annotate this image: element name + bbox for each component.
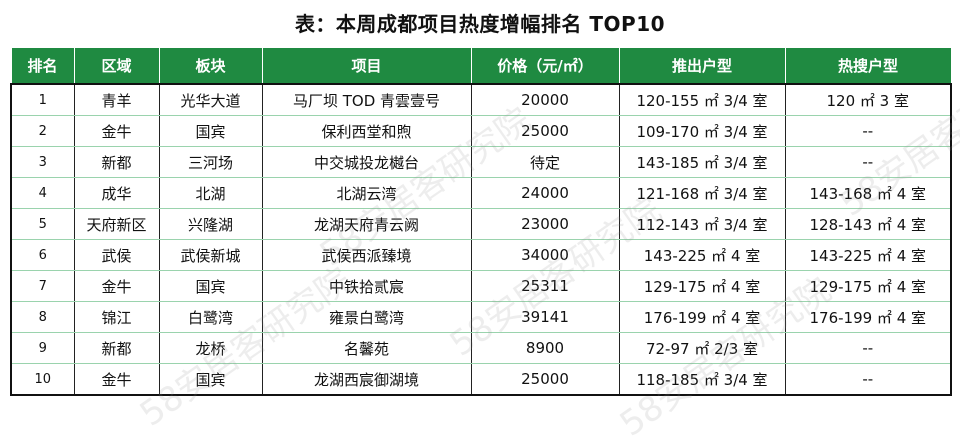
rank-cell: 5 bbox=[10, 208, 75, 240]
project-cell: 名馨苑 bbox=[261, 332, 472, 364]
table-row: 5 天府新区 兴隆湖 龙湖天府青云阙 23000 112-143 ㎡ 3/4 室 128-1… bbox=[10, 208, 952, 240]
launched-units-cell: 143-225 ㎡ 4 室 bbox=[618, 239, 786, 271]
district-cell: 武侯 bbox=[73, 239, 160, 271]
district-cell: 锦江 bbox=[73, 301, 160, 333]
table-row: 2 金牛 国宾 保利西堂和煦 25000 109-170 ㎡ 3/4 室 -- bbox=[10, 115, 952, 147]
table-row: 3 新都 三河场 中交城投龙樾台 待定 143-185 ㎡ 3/4 室 -- bbox=[10, 146, 952, 178]
rank-cell: 4 bbox=[10, 177, 75, 209]
project-cell: 龙湖西宸御湖境 bbox=[261, 363, 472, 396]
table-row: 7 金牛 国宾 中铁拾贰宸 25311 129-175 ㎡ 4 室 129-175 ㎡ 4 … bbox=[10, 270, 952, 302]
rank-cell: 1 bbox=[10, 84, 75, 116]
table-row: 10 金牛 国宾 龙湖西宸御湖境 25000 118-185 ㎡ 3/4 室 -- bbox=[10, 363, 952, 396]
price-cell: 待定 bbox=[470, 146, 620, 178]
district-cell: 新都 bbox=[73, 332, 160, 364]
table-row: 4 成华 北湖 北湖云湾 24000 121-168 ㎡ 3/4 室 143-168 ㎡ 4… bbox=[10, 177, 952, 209]
rank-cell: 6 bbox=[10, 239, 75, 271]
block-cell: 兴隆湖 bbox=[158, 208, 263, 240]
hot-search-units-cell: -- bbox=[784, 146, 952, 178]
hot-search-units-cell: 129-175 ㎡ 4 室 bbox=[784, 270, 952, 302]
launched-units-cell: 120-155 ㎡ 3/4 室 bbox=[618, 84, 786, 116]
price-cell: 39141 bbox=[470, 301, 620, 333]
price-cell: 25000 bbox=[470, 115, 620, 147]
table-row: 9 新都 龙桥 名馨苑 8900 72-97 ㎡ 2/3 室 -- bbox=[10, 332, 952, 364]
district-cell: 金牛 bbox=[73, 363, 160, 396]
price-cell: 8900 bbox=[470, 332, 620, 364]
block-cell: 武侯新城 bbox=[158, 239, 263, 271]
project-cell: 北湖云湾 bbox=[261, 177, 472, 209]
price-cell: 20000 bbox=[470, 84, 620, 116]
rank-cell: 8 bbox=[10, 301, 75, 333]
rank-cell: 3 bbox=[10, 146, 75, 178]
district-cell: 天府新区 bbox=[73, 208, 160, 240]
block-cell: 北湖 bbox=[158, 177, 263, 209]
block-cell: 国宾 bbox=[158, 363, 263, 396]
district-cell: 成华 bbox=[73, 177, 160, 209]
column-header-block: 板块 bbox=[158, 47, 263, 85]
hot-search-units-cell: 128-143 ㎡ 4 室 bbox=[784, 208, 952, 240]
district-cell: 金牛 bbox=[73, 115, 160, 147]
project-cell: 中交城投龙樾台 bbox=[261, 146, 472, 178]
launched-units-cell: 176-199 ㎡ 4 室 bbox=[618, 301, 786, 333]
hot-search-units-cell: -- bbox=[784, 363, 952, 396]
block-cell: 国宾 bbox=[158, 270, 263, 302]
price-cell: 23000 bbox=[470, 208, 620, 240]
project-cell: 中铁拾贰宸 bbox=[261, 270, 472, 302]
column-header-price: 价格（元/㎡） bbox=[470, 47, 620, 85]
price-cell: 25311 bbox=[470, 270, 620, 302]
price-cell: 25000 bbox=[470, 363, 620, 396]
block-cell: 龙桥 bbox=[158, 332, 263, 364]
rank-cell: 2 bbox=[10, 115, 75, 147]
column-header-launched-units: 推出户型 bbox=[618, 47, 786, 85]
rank-cell: 7 bbox=[10, 270, 75, 302]
project-cell: 雍景白鹭湾 bbox=[261, 301, 472, 333]
column-header-hot-search-units: 热搜户型 bbox=[784, 47, 952, 85]
district-cell: 青羊 bbox=[73, 84, 160, 116]
project-cell: 马厂坝 TOD 青雲壹号 bbox=[261, 84, 472, 116]
district-cell: 金牛 bbox=[73, 270, 160, 302]
ranking-table: 排名 区域 板块 项目 价格（元/㎡） 推出户型 热搜户型 1 青羊 光华大道 马厂坝… bbox=[10, 47, 952, 396]
hot-search-units-cell: 120 ㎡ 3 室 bbox=[784, 84, 952, 116]
table-row: 6 武侯 武侯新城 武侯西派臻境 34000 143-225 ㎡ 4 室 143-225 ㎡… bbox=[10, 239, 952, 271]
table-header-row: 排名 区域 板块 项目 价格（元/㎡） 推出户型 热搜户型 bbox=[10, 47, 952, 85]
column-header-rank: 排名 bbox=[10, 47, 75, 85]
launched-units-cell: 121-168 ㎡ 3/4 室 bbox=[618, 177, 786, 209]
column-header-district: 区域 bbox=[73, 47, 160, 85]
block-cell: 三河场 bbox=[158, 146, 263, 178]
launched-units-cell: 143-185 ㎡ 3/4 室 bbox=[618, 146, 786, 178]
table-row: 8 锦江 白鹭湾 雍景白鹭湾 39141 176-199 ㎡ 4 室 176-199 ㎡ 4… bbox=[10, 301, 952, 333]
launched-units-cell: 129-175 ㎡ 4 室 bbox=[618, 270, 786, 302]
hot-search-units-cell: -- bbox=[784, 332, 952, 364]
price-cell: 24000 bbox=[470, 177, 620, 209]
column-header-project: 项目 bbox=[261, 47, 472, 85]
launched-units-cell: 118-185 ㎡ 3/4 室 bbox=[618, 363, 786, 396]
project-cell: 龙湖天府青云阙 bbox=[261, 208, 472, 240]
hot-search-units-cell: 176-199 ㎡ 4 室 bbox=[784, 301, 952, 333]
project-cell: 武侯西派臻境 bbox=[261, 239, 472, 271]
project-cell: 保利西堂和煦 bbox=[261, 115, 472, 147]
launched-units-cell: 72-97 ㎡ 2/3 室 bbox=[618, 332, 786, 364]
rank-cell: 10 bbox=[10, 363, 75, 396]
price-cell: 34000 bbox=[470, 239, 620, 271]
hot-search-units-cell: 143-168 ㎡ 4 室 bbox=[784, 177, 952, 209]
hot-search-units-cell: 143-225 ㎡ 4 室 bbox=[784, 239, 952, 271]
launched-units-cell: 109-170 ㎡ 3/4 室 bbox=[618, 115, 786, 147]
launched-units-cell: 112-143 ㎡ 3/4 室 bbox=[618, 208, 786, 240]
block-cell: 白鹭湾 bbox=[158, 301, 263, 333]
rank-cell: 9 bbox=[10, 332, 75, 364]
block-cell: 光华大道 bbox=[158, 84, 263, 116]
block-cell: 国宾 bbox=[158, 115, 263, 147]
district-cell: 新都 bbox=[73, 146, 160, 178]
table-title: 表：本周成都项目热度增幅排名 TOP10 bbox=[294, 12, 666, 36]
hot-search-units-cell: -- bbox=[784, 115, 952, 147]
